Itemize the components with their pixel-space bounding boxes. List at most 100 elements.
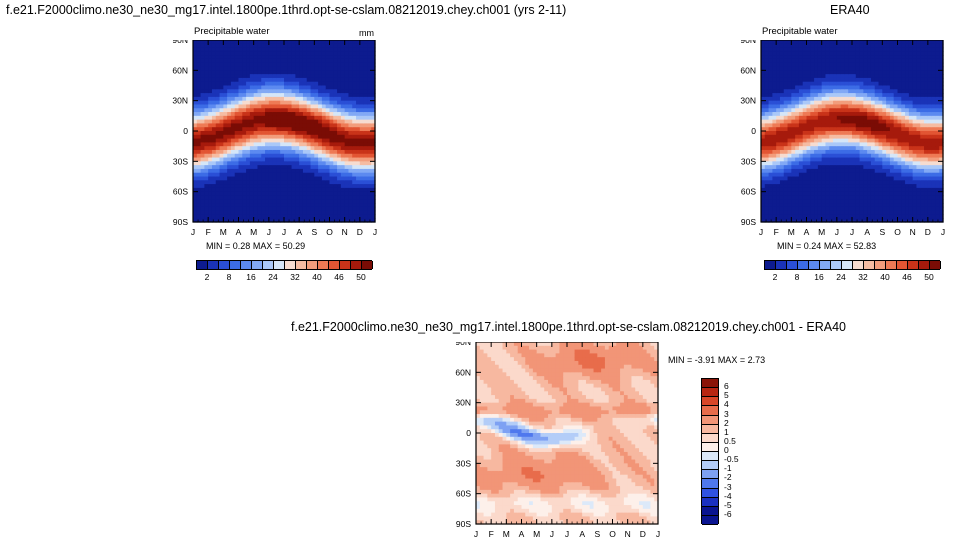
field-cell [889,119,895,125]
colorbar-swatch [252,261,263,269]
field-cell [234,138,240,143]
field-cell [363,96,369,102]
field-cell [870,203,876,208]
field-cell [863,134,868,140]
field-cell [939,127,944,132]
field-cell [230,123,236,128]
field-cell [253,142,259,147]
field-cell [230,112,236,117]
field-cell [912,214,918,219]
field-cell [852,131,857,136]
field-cell [768,58,773,64]
field-cell [783,43,789,49]
field-cell [908,93,914,98]
field-cell [333,93,338,98]
field-cell [779,172,785,178]
field-cell [829,55,834,60]
field-cell [333,70,338,75]
field-cell [302,172,308,178]
field-cell [242,119,247,125]
field-cell [783,210,789,216]
field-cell [196,176,202,181]
field-cell [268,195,274,200]
field-cell [367,127,372,132]
field-cell [333,199,338,204]
field-cell [219,195,224,200]
field-cell [897,176,902,181]
field-cell [314,134,319,140]
field-cell [321,96,327,102]
field-cell [882,165,887,170]
field-cell [776,58,781,64]
field-cell [223,142,228,147]
field-cell [367,172,372,178]
field-cell [912,206,918,212]
field-cell [802,70,808,75]
field-cell [310,206,315,212]
field-cell [920,115,925,121]
field-cell [356,157,361,162]
field-cell [798,206,804,212]
field-cell [783,142,789,147]
field-cell [265,51,270,56]
field-cell [208,131,213,136]
field-cell [215,119,221,125]
field-cell [893,153,899,159]
field-cell [897,66,902,71]
field-cell [840,149,846,155]
field-cell [219,142,224,147]
field-cell [776,40,781,45]
field-cell [836,85,842,90]
field-cell [779,96,785,102]
field-cell [356,172,361,178]
field-cell [329,62,334,68]
field-cell [935,77,940,83]
field-cell [280,70,285,75]
field-cell [795,138,800,143]
field-cell [886,100,891,106]
field-cell [318,131,323,136]
field-cell [924,218,929,223]
field-cell [905,51,910,56]
field-cell [912,77,918,83]
field-cell [257,203,262,208]
field-cell [253,123,259,128]
field-cell [287,210,293,216]
field-cell [257,214,262,219]
field-cell [821,134,827,140]
field-cell [356,104,361,109]
field-cell [848,214,853,219]
field-cell [829,100,834,106]
field-cell [295,96,300,102]
colorbar-label: 32 [858,272,868,282]
field-cell [325,142,331,147]
field-cell [314,180,319,185]
field-cell [253,66,259,71]
field-cell [242,184,247,189]
field-cell [208,119,213,125]
field-cell [291,157,296,162]
field-cell [764,66,770,71]
field-cell [204,70,209,75]
field-cell [783,96,789,102]
field-cell [905,138,910,143]
field-cell [848,168,853,174]
field-cell [257,70,262,75]
field-cell [783,203,789,208]
field-cell [272,180,278,185]
field-cell [204,184,209,189]
x-tick-label: S [879,227,885,237]
field-cell [280,51,285,56]
field-cell [916,184,921,189]
field-cell [193,66,198,71]
field-cell [939,199,944,204]
field-cell [325,199,331,204]
field-cell [814,119,819,125]
field-cell [253,206,259,212]
field-cell [230,153,236,159]
field-cell [897,40,902,45]
field-cell [268,191,274,197]
panel1-min: 0.28 [232,241,251,251]
field-cell [238,62,243,68]
field-cell [344,123,350,128]
